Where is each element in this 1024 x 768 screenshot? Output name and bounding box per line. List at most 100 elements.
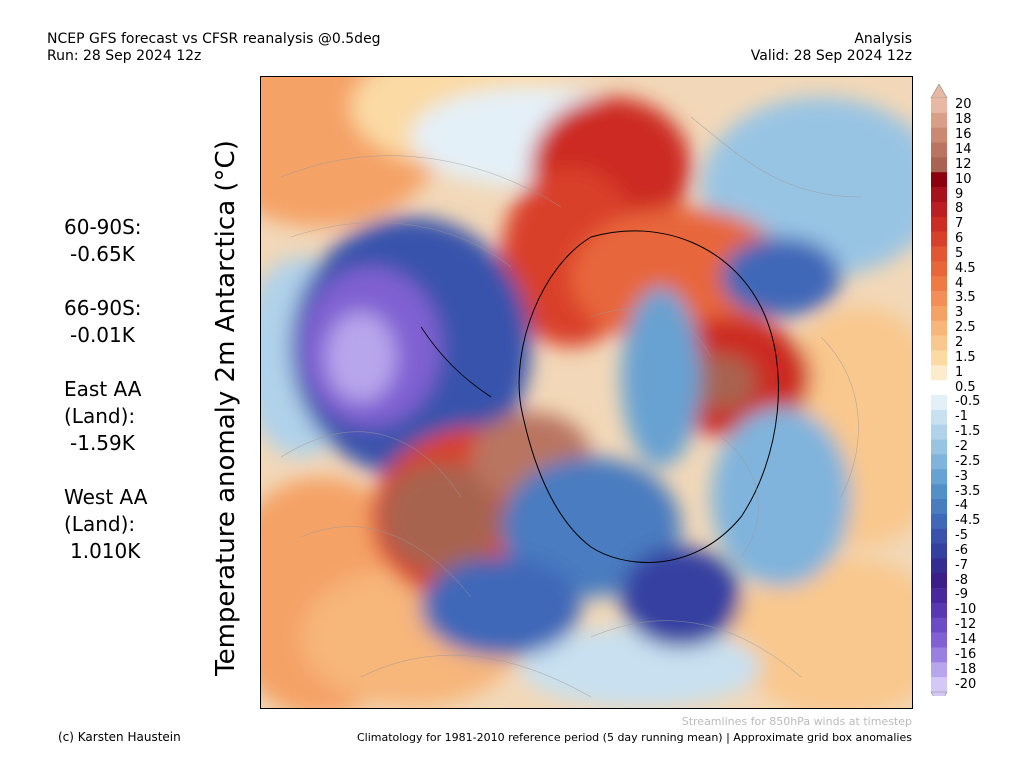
variable-label: Temperature anomaly 2m Antarctica (°C) [211,140,241,676]
map-canvas [261,77,912,708]
colorbar-tick-label: -0.5 [955,394,981,410]
colorbar-tick-label: 4.5 [955,260,976,276]
colorbar-swatch [931,454,947,470]
colorbar-swatch [931,350,947,366]
colorbar-swatch [931,573,947,589]
colorbar-swatch [931,291,947,307]
colorbar-swatch [931,157,947,173]
colorbar-tick-label: 1 [955,364,964,380]
colorbar-swatch [931,677,947,693]
colorbar-swatch [931,632,947,648]
colorbar-swatch [931,424,947,440]
anomaly-map [260,76,913,709]
colorbar-tick-label: -16 [955,646,977,662]
colorbar-swatch [931,216,947,232]
colorbar-swatch [931,439,947,455]
colorbar-swatch [931,662,947,678]
colorbar-tick-label: -6 [955,542,968,558]
colorbar-swatch [931,528,947,544]
colorbar-tick-label: 20 [955,97,972,113]
wind-streamlines [280,116,862,698]
colorbar-tick-label: -3.5 [955,483,981,499]
stat-value: -1.59K [70,431,135,455]
colorbar-tick-label: 7 [955,216,964,232]
colorbar-swatch [931,602,947,619]
colorbar-swatch [931,320,947,336]
anomaly-field [261,77,912,708]
colorbar-swatch [931,201,947,218]
stat-60-90s: 60-90S: -0.65K [64,214,147,268]
colorbar-swatch [931,187,947,203]
colorbar-tick-label: 9 [955,186,964,202]
colorbar-tick-label: 0.5 [955,379,976,395]
colorbar-tick-label: -2.5 [955,453,981,469]
title-line2: Run: 28 Sep 2024 12z [47,48,202,64]
peninsula-coastline [420,326,492,398]
header-left: NCEP GFS forecast vs CFSR reanalysis @0.… [47,31,381,65]
colorbar-tick-label: -4.5 [955,513,981,529]
stat-east-aa: East AA (Land): -1.59K [64,376,147,457]
copyright: (c) Karsten Haustein [58,730,181,744]
stat-name: 66-90S: [64,296,142,320]
colorbar-swatch [931,469,947,485]
valid-time: Valid: 28 Sep 2024 12z [750,48,912,64]
colorbar-swatch [931,305,947,322]
colorbar-swatch [931,617,947,633]
colorbar [930,84,948,696]
stat-name: East AA (Land): [64,377,142,428]
colorbar-swatch [931,127,947,143]
colorbar-swatch [931,558,947,574]
colorbar-tick-label: 18 [955,112,972,128]
colorbar-tick-label: 8 [955,201,964,217]
colorbar-tick-label: -1 [955,409,968,425]
colorbar-swatch [931,246,947,262]
colorbar-tick-label: -12 [955,617,977,633]
colorbar-tick-label: -7 [955,557,968,573]
colorbar-swatch [931,395,947,411]
stat-name: 60-90S: [64,215,142,239]
colorbar-swatch [931,588,947,604]
colorbar-arrow-top [930,84,948,99]
stat-value: -0.01K [70,323,135,347]
colorbar-tick-label: 12 [955,156,972,172]
colorbar-swatch [931,142,947,158]
colorbar-tick-label: 10 [955,171,972,187]
colorbar-tick-label: 3.5 [955,290,976,306]
streamlines-note: Streamlines for 850hPa winds at timestep [681,715,912,728]
colorbar-swatch [931,543,947,559]
colorbar-swatch [931,647,947,663]
stat-66-90s: 66-90S: -0.01K [64,295,147,349]
colorbar-swatch [931,365,947,381]
colorbar-tick-label: -3 [955,468,968,484]
colorbar-swatch [931,380,947,396]
colorbar-tick-label: -4 [955,498,968,514]
colorbar-swatch [931,409,947,425]
colorbar-swatch [931,231,947,247]
colorbar-tick-label: -5 [955,528,968,544]
colorbar-tick-label: -20 [955,676,977,692]
header-right: Analysis Valid: 28 Sep 2024 12z [751,31,912,65]
stat-name: West AA (Land): [64,485,148,536]
colorbar-tick-label: 4 [955,275,964,291]
colorbar-tick-label: -14 [955,632,977,648]
colorbar-tick-label: -8 [955,572,968,588]
colorbar-swatch [931,276,947,292]
colorbar-tick-label: -18 [955,661,977,677]
colorbar-swatch [931,513,947,529]
colorbar-tick-label: 6 [955,231,964,247]
colorbar-swatch [931,484,947,500]
colorbar-swatch [931,261,947,277]
colorbar-tick-label: 2 [955,335,964,351]
stat-value: -0.65K [70,242,135,266]
colorbar-swatch [931,172,947,188]
colorbar-swatch [931,335,947,351]
stat-value: 1.010K [70,539,141,563]
colorbar-tick-label: 5 [955,245,964,261]
antarctica-coastline [518,230,779,563]
colorbar-tick-label: -10 [955,602,977,618]
colorbar-arrow-bottom [930,691,948,696]
colorbar-tick-label: 2.5 [955,320,976,336]
colorbar-swatch [931,112,947,128]
regional-stats: 60-90S: -0.65K 66-90S: -0.01K East AA (L… [64,214,147,592]
colorbar-swatch [931,98,947,114]
